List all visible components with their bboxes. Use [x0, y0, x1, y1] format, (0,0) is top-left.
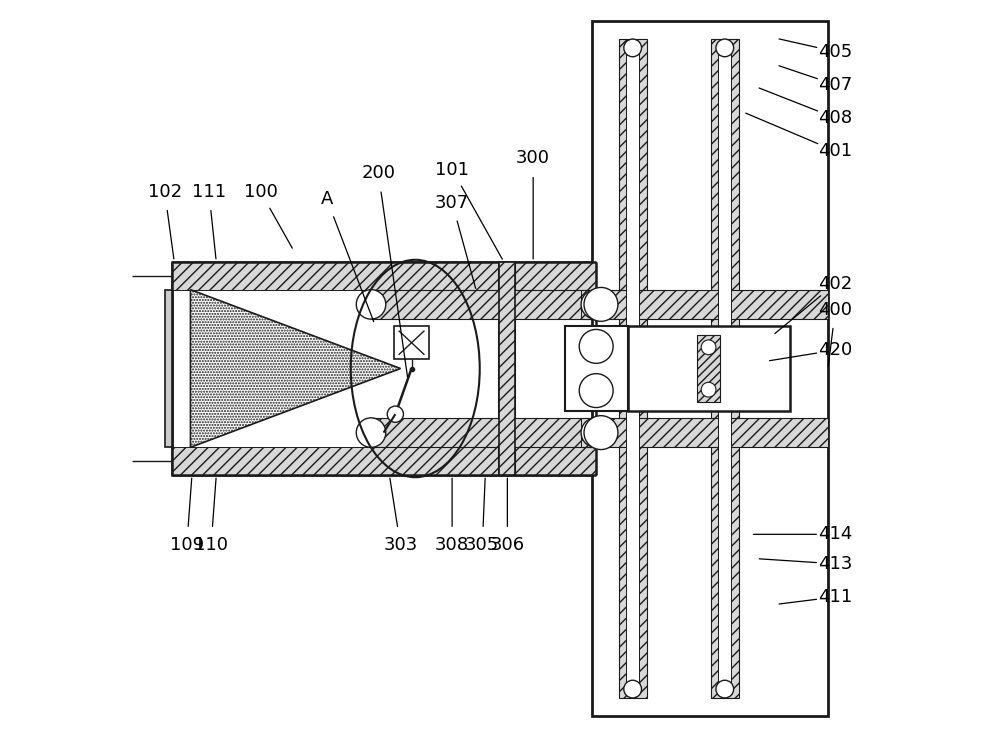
Text: 300: 300	[516, 150, 550, 167]
Bar	[697, 335, 720, 402]
Text: 308: 308	[435, 537, 469, 554]
Circle shape	[701, 340, 716, 354]
Bar	[718, 50, 731, 687]
Bar	[394, 326, 429, 360]
Circle shape	[701, 383, 716, 397]
Text: 305: 305	[465, 537, 499, 554]
Text: 407: 407	[818, 76, 852, 94]
Circle shape	[624, 680, 642, 698]
Bar	[172, 447, 596, 475]
Circle shape	[579, 374, 613, 408]
Bar	[592, 21, 828, 716]
Circle shape	[716, 680, 734, 698]
Bar	[172, 262, 596, 290]
Circle shape	[624, 39, 642, 57]
Bar	[371, 290, 596, 319]
Circle shape	[716, 39, 734, 57]
Text: 411: 411	[818, 588, 852, 606]
Text: 420: 420	[818, 341, 852, 359]
Circle shape	[579, 329, 613, 363]
Text: 413: 413	[818, 555, 853, 573]
Circle shape	[356, 418, 386, 447]
Text: 100: 100	[244, 183, 277, 200]
Bar	[172, 262, 596, 475]
Text: 401: 401	[818, 142, 852, 160]
Bar	[165, 290, 172, 447]
Text: A: A	[321, 190, 333, 208]
Circle shape	[387, 406, 403, 422]
Bar	[581, 290, 828, 319]
Text: 110: 110	[194, 537, 228, 554]
Text: 408: 408	[818, 109, 852, 127]
Circle shape	[356, 290, 386, 319]
Polygon shape	[190, 290, 401, 447]
Bar	[711, 39, 739, 698]
Circle shape	[581, 418, 611, 447]
Text: 200: 200	[361, 164, 395, 182]
Text: 307: 307	[435, 194, 469, 212]
Circle shape	[584, 287, 618, 321]
Bar	[626, 50, 639, 687]
Text: 102: 102	[148, 183, 182, 200]
Text: 400: 400	[818, 301, 852, 318]
Bar	[628, 326, 790, 411]
Bar	[581, 418, 828, 447]
Text: 414: 414	[818, 525, 853, 543]
Text: 303: 303	[383, 537, 418, 554]
Text: 402: 402	[818, 275, 852, 293]
Text: 306: 306	[490, 537, 524, 554]
Bar	[565, 326, 628, 411]
Text: 101: 101	[435, 161, 469, 178]
Text: 111: 111	[192, 183, 226, 200]
Text: 109: 109	[170, 537, 204, 554]
Bar	[371, 418, 596, 447]
Bar	[619, 39, 647, 698]
Text: 405: 405	[818, 43, 852, 60]
Circle shape	[584, 416, 618, 450]
Bar	[499, 262, 515, 475]
Circle shape	[581, 290, 611, 319]
